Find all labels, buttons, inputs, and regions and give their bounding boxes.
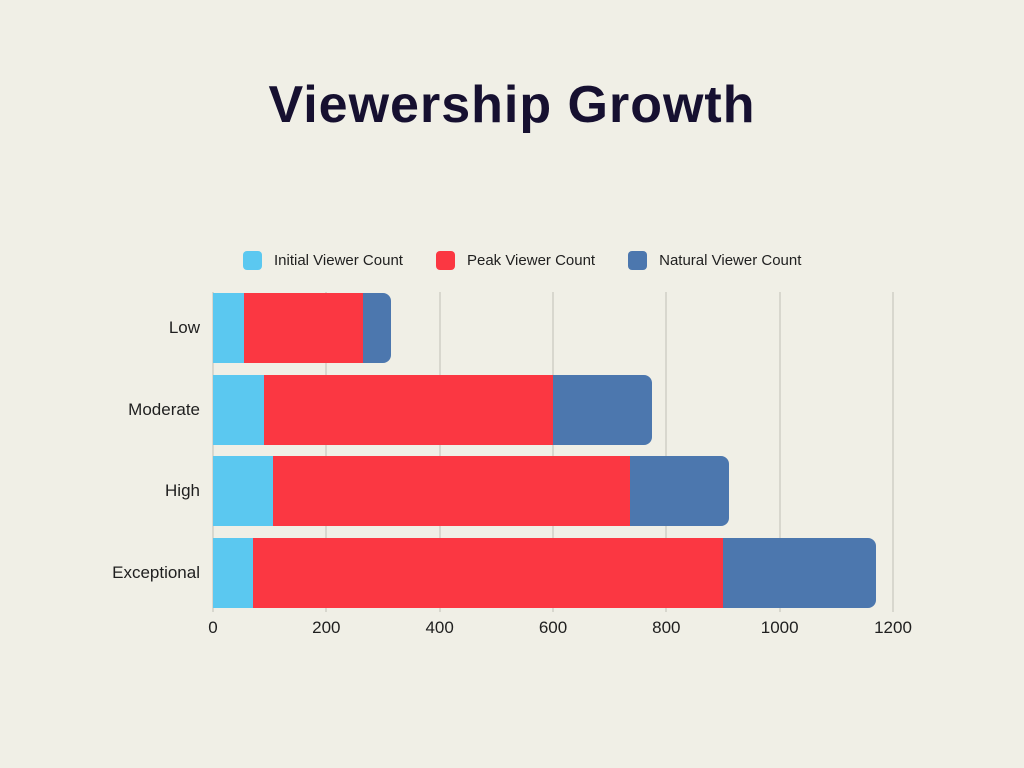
bar-segment-moderate-peak-viewer-count xyxy=(264,374,553,445)
y-axis-labels: Low Moderate High Exceptional xyxy=(0,292,200,612)
gridline-600 xyxy=(552,292,554,612)
legend-label-natural-viewer-count: Natural Viewer Count xyxy=(659,252,802,269)
y-label-low: Low xyxy=(168,318,200,337)
x-tick-label-1000: 1000 xyxy=(760,618,799,637)
chart-title: Viewership Growth xyxy=(268,76,756,134)
legend: Initial Viewer Count Peak Viewer Count Nat… xyxy=(243,251,801,270)
x-tick-label-600: 600 xyxy=(538,618,568,637)
gridline-400 xyxy=(438,292,441,612)
bar-segment-low-initial-viewer-count xyxy=(213,293,245,363)
legend-swatch-natural-viewer-count xyxy=(628,251,648,270)
bar-segment-exceptional-natural-viewer-count xyxy=(722,538,876,609)
bar-segment-high-natural-viewer-count xyxy=(629,456,729,527)
x-tick-label-1200: 1200 xyxy=(874,618,912,637)
bar-segment-high-initial-viewer-count xyxy=(213,456,273,527)
x-tick-label-400: 400 xyxy=(425,618,454,637)
bar-moderate xyxy=(213,374,653,445)
bar-exceptional xyxy=(213,538,876,609)
legend-item-peak-viewer-count: Peak Viewer Count xyxy=(435,251,596,270)
gridline-200 xyxy=(325,292,328,612)
x-tick-label-800: 800 xyxy=(652,618,681,637)
bar-segment-exceptional-initial-viewer-count xyxy=(213,538,253,609)
gridline-0 xyxy=(212,292,214,612)
legend-item-natural-viewer-count: Natural Viewer Count xyxy=(628,251,801,270)
legend-label-peak-viewer-count: Peak Viewer Count xyxy=(466,252,596,269)
gridline-800 xyxy=(665,292,668,612)
gridline-1000 xyxy=(778,292,781,612)
x-tick-label-0: 0 xyxy=(208,618,218,637)
y-label-moderate: Moderate xyxy=(128,399,200,419)
bar-high xyxy=(213,456,729,527)
legend-swatch-initial-viewer-count xyxy=(243,251,262,270)
bar-segment-moderate-initial-viewer-count xyxy=(213,374,264,445)
bar-segment-exceptional-peak-viewer-count xyxy=(252,538,723,609)
bar-segment-low-peak-viewer-count xyxy=(244,293,364,363)
legend-label-initial-viewer-count: Initial Viewer Count xyxy=(274,252,403,269)
bar-low xyxy=(213,293,392,363)
legend-swatch-peak-viewer-count xyxy=(435,251,455,270)
y-label-high: High xyxy=(165,481,200,501)
gridline-1200 xyxy=(892,292,894,612)
bar-segment-moderate-natural-viewer-count xyxy=(553,374,653,445)
x-tick-label-200: 200 xyxy=(312,618,341,637)
y-label-exceptional: Exceptional xyxy=(112,563,200,583)
legend-item-initial-viewer-count: Initial Viewer Count xyxy=(243,251,403,270)
bar-segment-high-peak-viewer-count xyxy=(272,456,630,527)
plot-area xyxy=(212,292,894,612)
bar-segment-low-natural-viewer-count xyxy=(363,293,392,363)
x-axis-tick-labels: 0 200 400 600 800 1000 1200 xyxy=(208,618,912,642)
